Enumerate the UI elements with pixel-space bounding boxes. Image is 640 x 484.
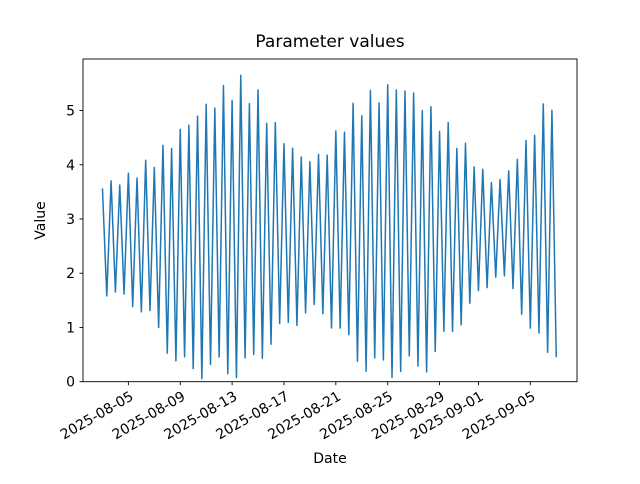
x-axis-label: Date	[313, 451, 346, 467]
series-line	[101, 74, 557, 380]
chart-title: Parameter values	[255, 32, 404, 52]
y-tick-label: 2	[66, 266, 75, 282]
y-tick-label: 3	[66, 212, 75, 228]
y-axis-ticks: 0 1 2 3 4 5	[66, 104, 83, 391]
y-tick-label: 1	[66, 320, 75, 336]
y-axis-label: Value	[33, 201, 49, 239]
plot-border	[82, 58, 578, 383]
y-tick-label: 0	[66, 375, 75, 391]
y-tick-label: 4	[66, 158, 75, 174]
y-tick-label: 5	[66, 104, 75, 120]
